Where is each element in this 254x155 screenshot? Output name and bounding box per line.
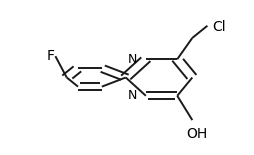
Text: N: N: [128, 89, 137, 102]
Text: OH: OH: [187, 127, 208, 141]
Text: Cl: Cl: [212, 20, 226, 34]
Text: F: F: [46, 49, 54, 63]
Text: N: N: [128, 53, 137, 66]
